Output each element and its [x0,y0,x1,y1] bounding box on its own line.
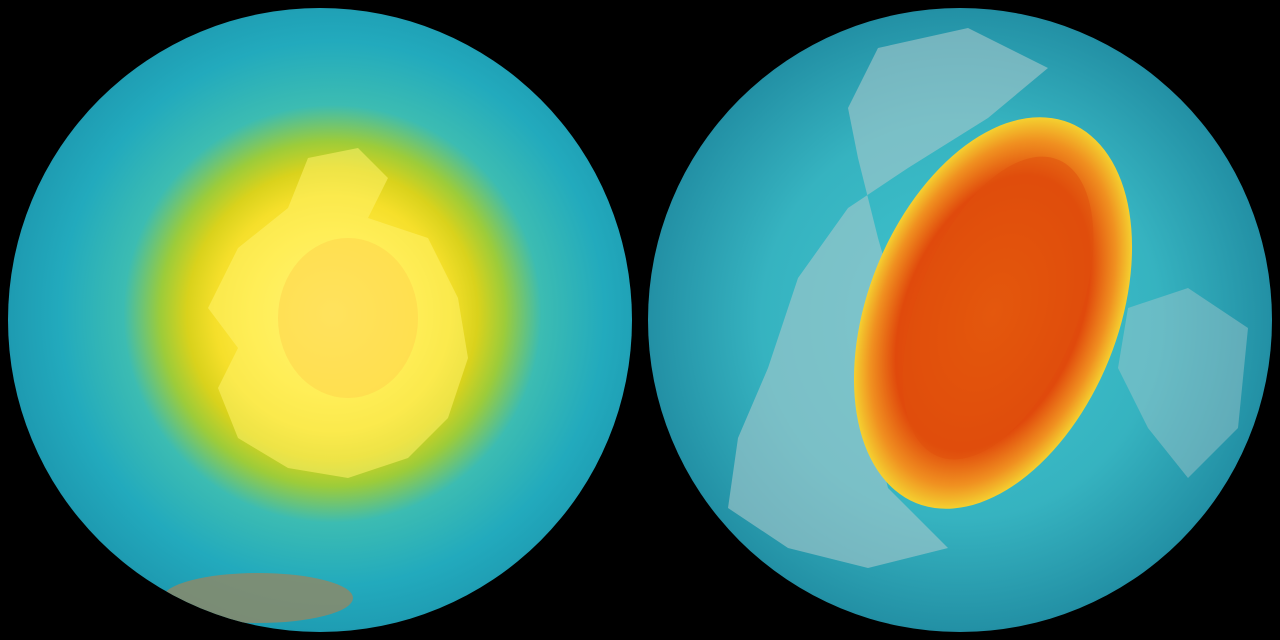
continent-shape [163,573,353,623]
left-globe-overlay [163,148,468,623]
landmass-shape-east [1118,288,1248,478]
right-globe-overlay [728,28,1248,568]
left-globe [8,8,632,632]
ozone-core [902,156,1094,460]
limb-shading [648,8,1272,632]
core-highlight [278,238,418,398]
limb-shading [8,8,632,632]
right-globe [648,8,1272,632]
